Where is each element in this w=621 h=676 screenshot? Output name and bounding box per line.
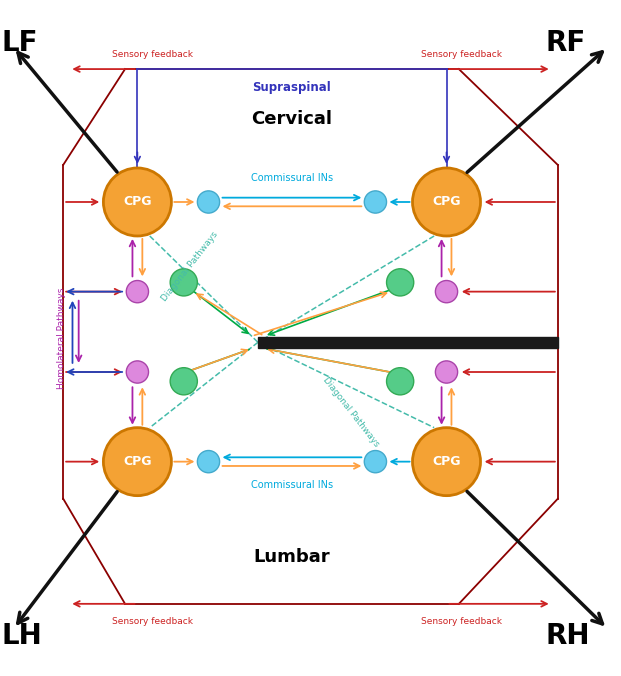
Text: Sensory feedback: Sensory feedback	[112, 50, 193, 59]
Circle shape	[197, 191, 220, 213]
Text: Supraspinal: Supraspinal	[253, 81, 332, 94]
Text: Diagonal Pathways: Diagonal Pathways	[320, 376, 381, 449]
Text: CPG: CPG	[432, 195, 461, 208]
Circle shape	[103, 168, 171, 236]
Circle shape	[170, 368, 197, 395]
Text: CPG: CPG	[123, 455, 152, 468]
Circle shape	[126, 361, 148, 383]
Text: LF: LF	[1, 29, 38, 57]
Circle shape	[435, 361, 458, 383]
Circle shape	[386, 368, 414, 395]
Text: Cervical: Cervical	[252, 110, 332, 128]
Circle shape	[412, 168, 481, 236]
Text: Sensory feedback: Sensory feedback	[422, 617, 502, 626]
Circle shape	[365, 191, 386, 213]
Text: LH: LH	[1, 623, 42, 650]
Circle shape	[197, 450, 220, 473]
Text: CPG: CPG	[432, 455, 461, 468]
Text: Commissural INs: Commissural INs	[251, 480, 333, 490]
Circle shape	[386, 269, 414, 296]
Circle shape	[103, 428, 171, 496]
Circle shape	[170, 269, 197, 296]
Text: Sensory feedback: Sensory feedback	[112, 617, 193, 626]
Text: Commissural INs: Commissural INs	[251, 174, 333, 183]
Text: CPG: CPG	[123, 195, 152, 208]
Text: Lumbar: Lumbar	[253, 548, 330, 566]
Circle shape	[412, 428, 481, 496]
Circle shape	[365, 450, 386, 473]
Circle shape	[435, 281, 458, 303]
Text: Diagonal Pathways: Diagonal Pathways	[160, 231, 220, 304]
Text: RF: RF	[545, 29, 586, 57]
Circle shape	[126, 281, 148, 303]
Text: Homolateral Pathways: Homolateral Pathways	[58, 287, 66, 389]
Bar	[258, 337, 558, 348]
Text: RH: RH	[545, 623, 590, 650]
Text: Sensory feedback: Sensory feedback	[422, 50, 502, 59]
